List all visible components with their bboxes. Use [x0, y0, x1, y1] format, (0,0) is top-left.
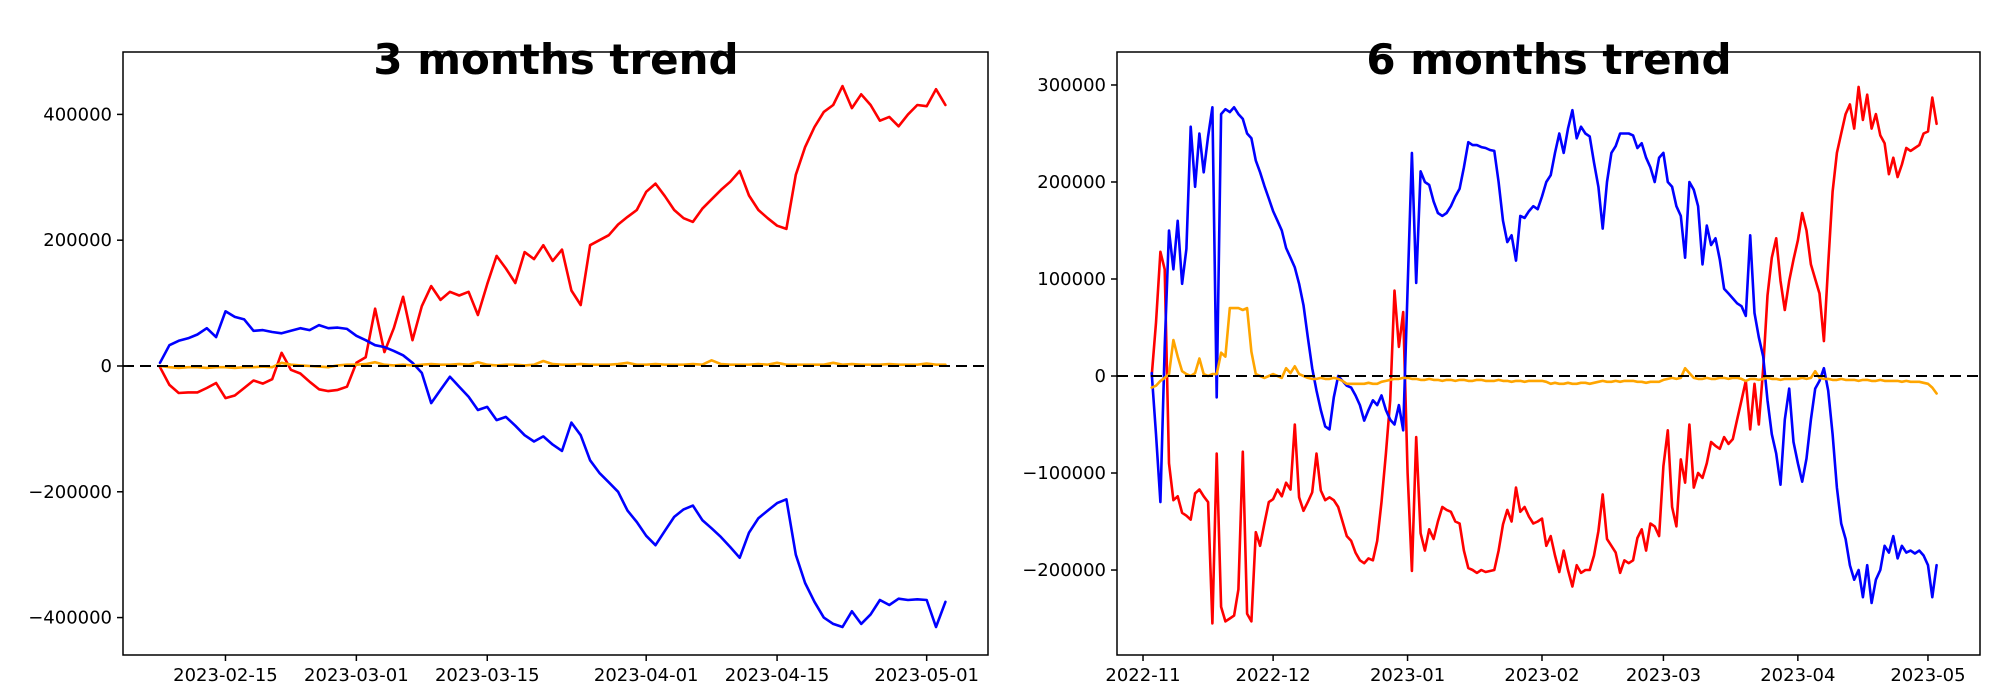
chart-1-x-tick-label: 2023-02 [1504, 665, 1579, 686]
chart-0-x-tick-label: 2023-03-15 [435, 665, 540, 686]
chart-title-6-months: 6 months trend [1366, 34, 1732, 84]
chart-0-y-tick-label: 400000 [43, 104, 112, 125]
chart-1-series-blue-line [1150, 106, 1938, 605]
chart-0-plot-border [122, 51, 989, 656]
chart-title-3-months: 3 months trend [373, 34, 739, 84]
chart-1-x-tick-label: 2023-05 [1890, 665, 1965, 686]
chart-0-series-blue-line [158, 309, 947, 629]
chart-1-x-tick-label: 2023-03 [1626, 665, 1701, 686]
chart-0-x-tick-label: 2023-04-01 [594, 665, 699, 686]
chart-0-y-tick-label: 200000 [43, 230, 112, 251]
chart-1-x-tick-label: 2022-12 [1236, 665, 1311, 686]
chart-1-plot-border [1116, 51, 1981, 656]
chart-0-x-tick-label: 2023-03-01 [304, 665, 409, 686]
chart-0-x-tick-label: 2023-05-01 [874, 665, 979, 686]
chart-1-y-tick-label: −200000 [1022, 560, 1106, 581]
chart-0-x-tick-label: 2023-04-15 [725, 665, 830, 686]
chart-1-y-tick-label: 300000 [1037, 75, 1106, 96]
chart-0-x-tick-label: 2023-02-15 [173, 665, 278, 686]
chart-1-x-tick-label: 2023-04 [1760, 665, 1835, 686]
chart-1-series-red-line [1150, 85, 1938, 625]
chart-0-y-tick-label: −400000 [28, 608, 112, 629]
chart-1-y-tick-label: 200000 [1037, 172, 1106, 193]
chart-0-series-orange-line [158, 358, 947, 370]
chart-1-x-tick-label: 2022-11 [1105, 665, 1180, 686]
chart-1-y-tick-label: 0 [1095, 366, 1106, 387]
chart-1-y-tick-label: 100000 [1037, 269, 1106, 290]
chart-1-x-tick-label: 2023-01 [1370, 665, 1445, 686]
chart-0-series-red-line [158, 84, 947, 400]
chart-0-y-tick-label: −200000 [28, 482, 112, 503]
chart-0-y-tick-label: 0 [101, 356, 112, 377]
chart-1-series-orange-line [1150, 306, 1938, 395]
chart-1-y-tick-label: −100000 [1022, 463, 1106, 484]
